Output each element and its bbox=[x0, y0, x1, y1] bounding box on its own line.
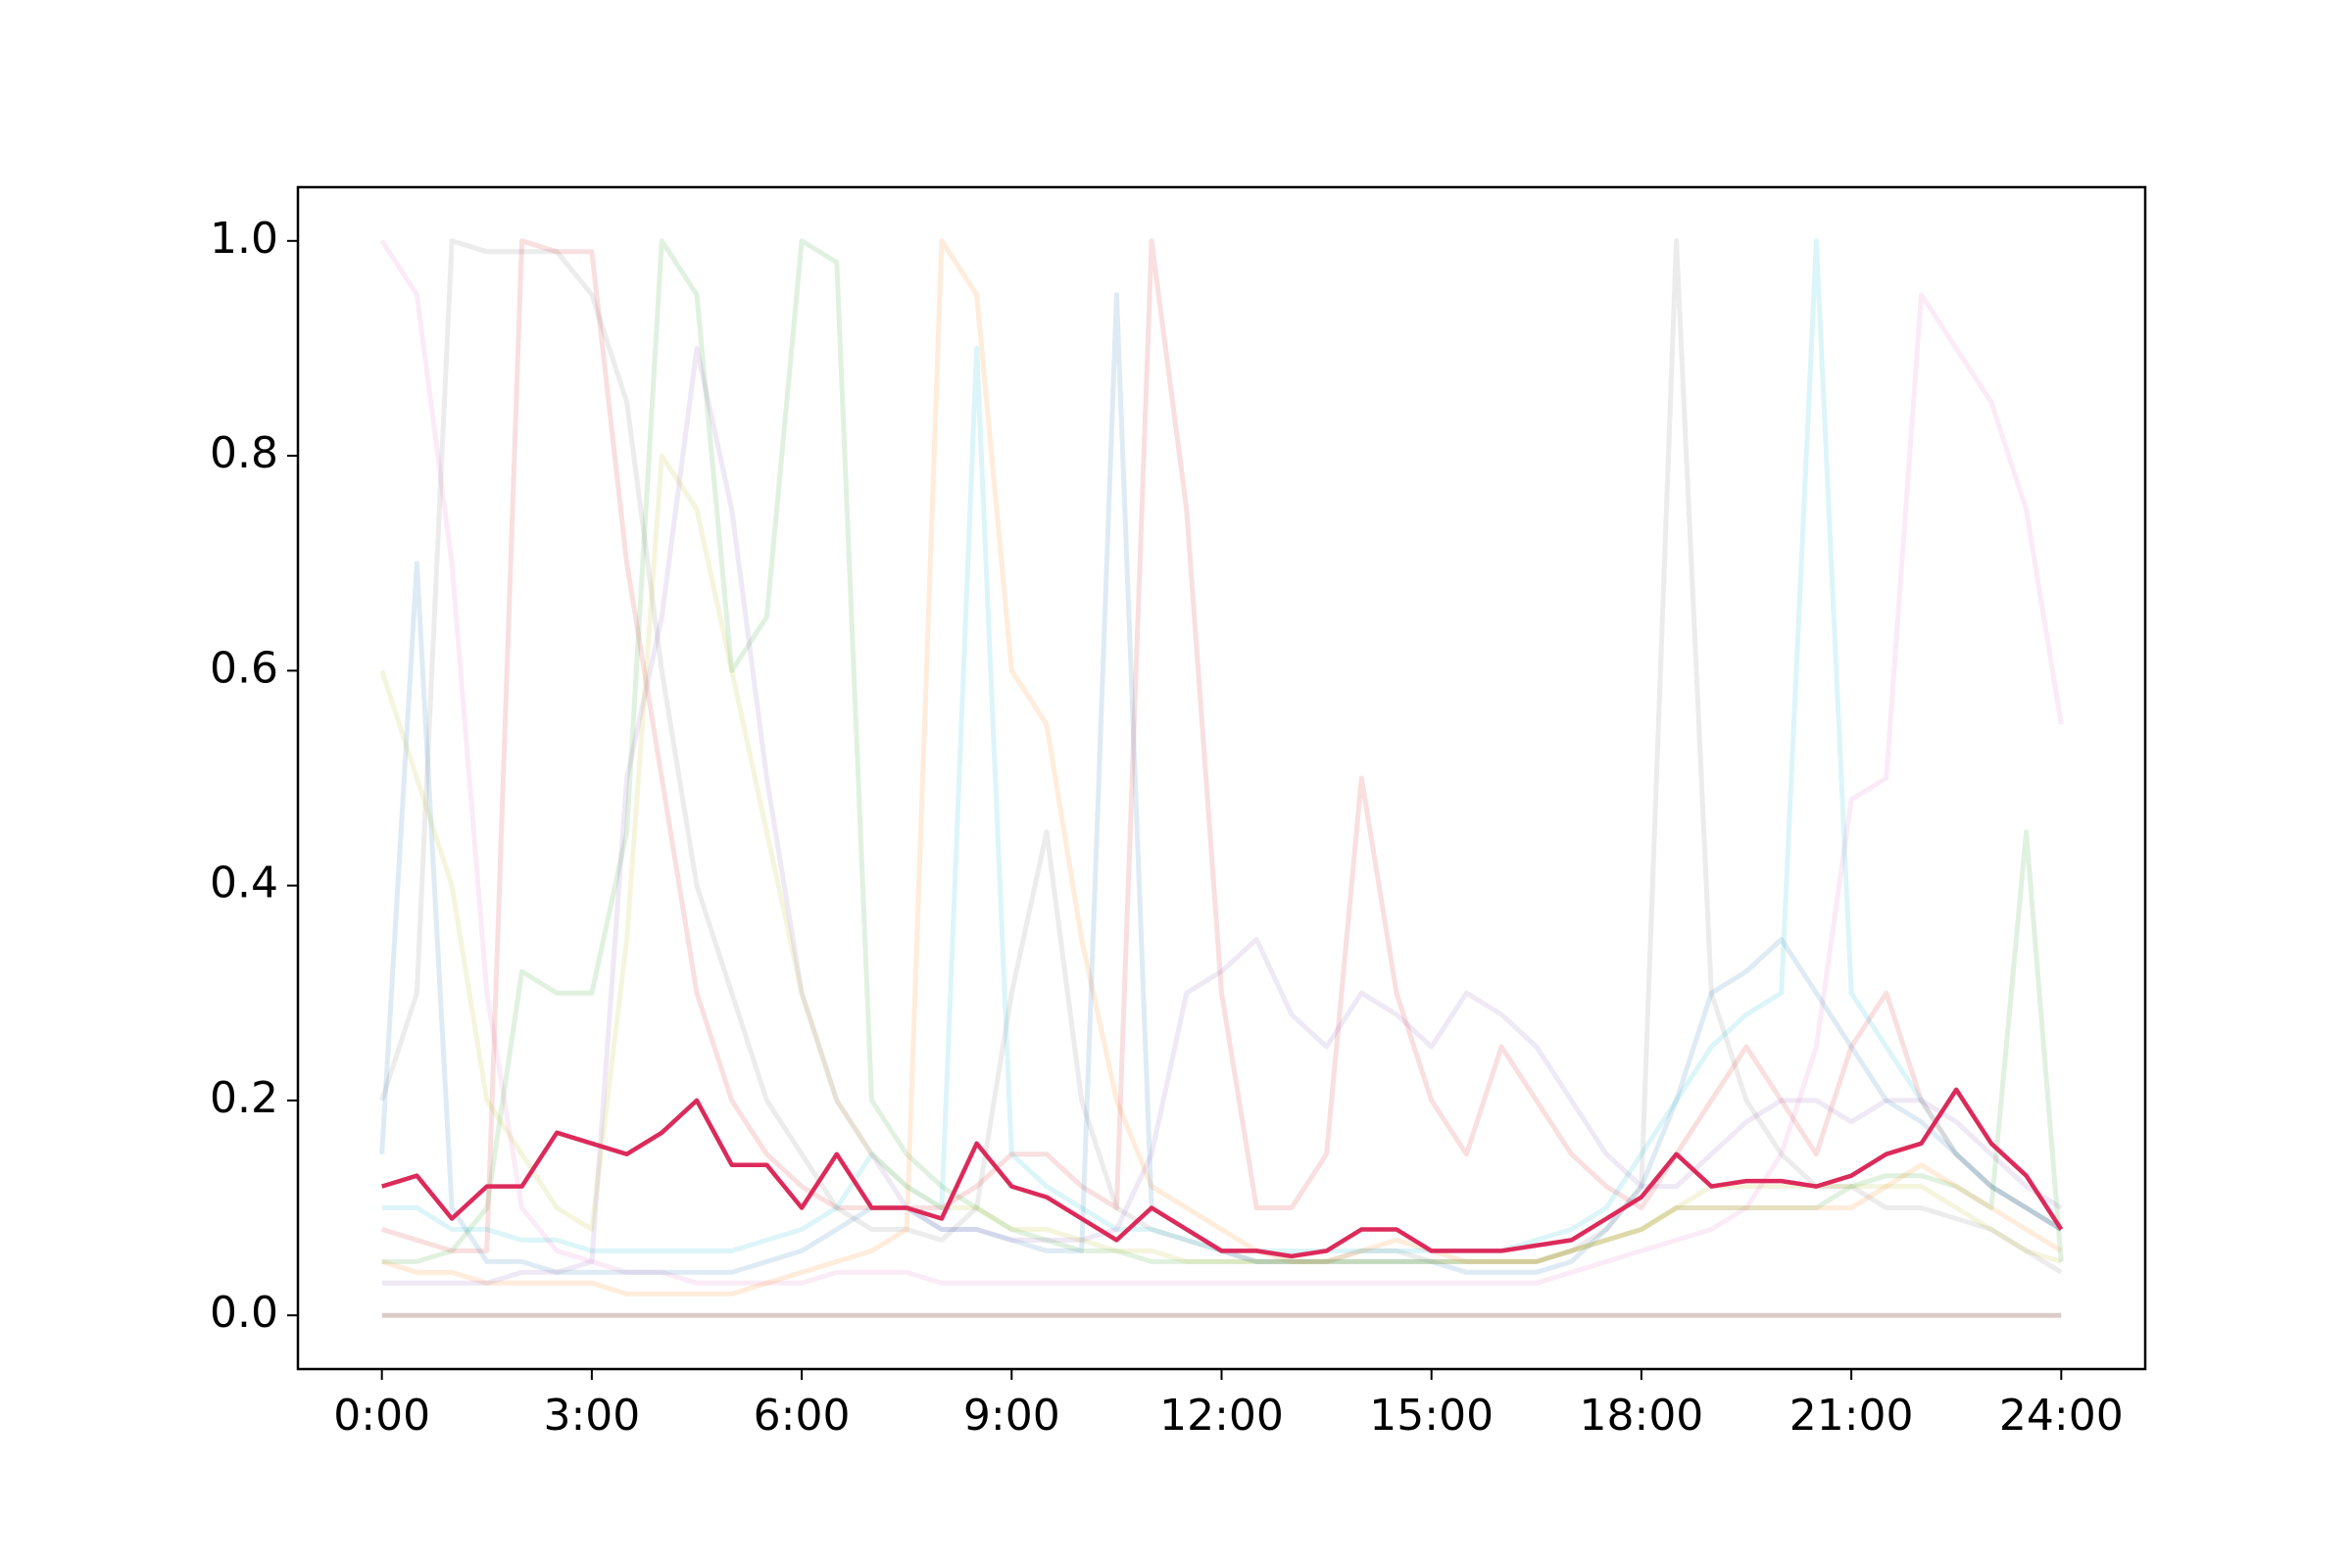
y-tick-label: 0.0 bbox=[210, 1288, 278, 1338]
series-line bbox=[380, 238, 2063, 1297]
x-tick-label: 21:00 bbox=[1789, 1391, 1914, 1441]
x-tick-label: 12:00 bbox=[1159, 1391, 1284, 1441]
x-tick-label: 0:00 bbox=[333, 1391, 430, 1441]
x-tick-label: 18:00 bbox=[1580, 1391, 1704, 1441]
series-line bbox=[380, 238, 2063, 1253]
x-tick-label: 15:00 bbox=[1369, 1391, 1494, 1441]
plot-frame bbox=[296, 185, 2147, 1371]
series-line bbox=[379, 453, 2063, 1264]
series-line bbox=[381, 1087, 2064, 1259]
series-line bbox=[379, 239, 2064, 1286]
series-line bbox=[381, 346, 2063, 1286]
series-line bbox=[381, 238, 2064, 1264]
x-tick-label: 9:00 bbox=[963, 1391, 1060, 1441]
x-tick-label: 3:00 bbox=[543, 1391, 640, 1441]
y-tick-label: 0.6 bbox=[210, 643, 278, 693]
y-tick-label: 0.2 bbox=[210, 1073, 278, 1123]
y-tick-label: 0.8 bbox=[210, 428, 278, 478]
y-tick-label: 1.0 bbox=[210, 214, 278, 264]
y-tick-label: 0.4 bbox=[210, 858, 278, 908]
x-tick-label: 24:00 bbox=[1999, 1391, 2124, 1441]
x-tick-label: 6:00 bbox=[754, 1391, 851, 1441]
